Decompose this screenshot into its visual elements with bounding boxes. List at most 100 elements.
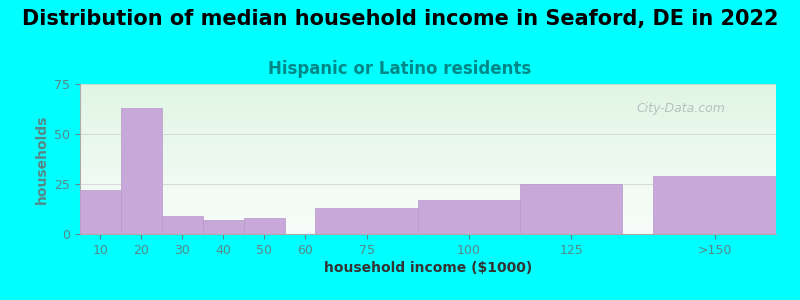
Bar: [80, 135, 776, 136]
Bar: [80, 219, 776, 220]
Bar: [80, 171, 776, 172]
Bar: [80, 213, 776, 214]
Bar: [80, 178, 776, 180]
Bar: [80, 140, 776, 141]
Bar: [80, 195, 776, 196]
Bar: [80, 144, 776, 146]
Bar: [80, 168, 776, 170]
Bar: [80, 117, 776, 118]
Bar: [80, 142, 776, 144]
Bar: [80, 231, 776, 232]
Bar: [80, 108, 776, 110]
Bar: [80, 126, 776, 128]
Bar: [80, 134, 776, 135]
Bar: [80, 103, 776, 105]
Bar: [80, 224, 776, 225]
Bar: [80, 169, 776, 171]
Bar: [520, 184, 622, 234]
Bar: [80, 141, 776, 142]
Bar: [80, 152, 776, 153]
Bar: [80, 218, 776, 219]
Bar: [80, 90, 776, 92]
Bar: [80, 180, 776, 182]
Bar: [80, 84, 776, 86]
Bar: [80, 183, 776, 184]
Bar: [80, 177, 776, 178]
Bar: [80, 159, 776, 160]
Bar: [162, 216, 203, 234]
Bar: [80, 165, 776, 166]
Bar: [80, 160, 776, 162]
Bar: [418, 200, 520, 234]
Bar: [80, 147, 776, 148]
Bar: [80, 222, 776, 224]
Bar: [80, 114, 776, 116]
Bar: [80, 87, 776, 88]
Bar: [80, 156, 776, 158]
Bar: [80, 210, 776, 212]
Bar: [80, 93, 776, 94]
Bar: [80, 225, 776, 226]
Bar: [80, 88, 776, 90]
Bar: [80, 102, 776, 104]
Bar: [80, 201, 776, 202]
Bar: [80, 202, 776, 204]
Text: City-Data.com: City-Data.com: [637, 102, 726, 115]
Bar: [80, 184, 776, 186]
Bar: [80, 129, 776, 130]
Bar: [315, 208, 418, 234]
Bar: [80, 94, 776, 96]
Bar: [80, 96, 776, 98]
Text: Hispanic or Latino residents: Hispanic or Latino residents: [268, 60, 532, 78]
Bar: [80, 92, 776, 93]
Bar: [80, 188, 776, 189]
Bar: [80, 182, 776, 183]
Bar: [80, 132, 776, 134]
Bar: [80, 192, 776, 194]
Bar: [80, 214, 776, 216]
Bar: [80, 136, 776, 138]
Text: Distribution of median household income in Seaford, DE in 2022: Distribution of median household income …: [22, 9, 778, 29]
Y-axis label: households: households: [34, 114, 49, 204]
Bar: [80, 148, 776, 150]
Bar: [80, 190, 776, 192]
Bar: [80, 172, 776, 174]
Bar: [80, 230, 776, 231]
Bar: [80, 100, 776, 102]
Bar: [80, 208, 776, 210]
Bar: [80, 198, 776, 200]
Bar: [80, 120, 776, 122]
Bar: [80, 118, 776, 120]
Bar: [80, 162, 776, 164]
Bar: [80, 105, 776, 106]
Bar: [80, 220, 776, 222]
Bar: [80, 138, 776, 140]
Bar: [80, 194, 776, 195]
Bar: [80, 154, 776, 156]
Bar: [80, 204, 776, 206]
Bar: [80, 207, 776, 208]
Bar: [80, 116, 776, 117]
Bar: [80, 158, 776, 159]
Bar: [80, 186, 776, 188]
Bar: [80, 232, 776, 234]
Bar: [80, 189, 776, 190]
Bar: [80, 206, 776, 207]
Bar: [80, 130, 776, 132]
Bar: [80, 128, 776, 129]
Bar: [80, 226, 776, 228]
X-axis label: household income ($1000): household income ($1000): [324, 261, 532, 275]
Bar: [80, 200, 776, 201]
Bar: [80, 112, 776, 114]
Bar: [121, 108, 162, 234]
Bar: [80, 216, 776, 218]
Bar: [80, 85, 776, 87]
Bar: [80, 196, 776, 198]
Bar: [653, 176, 776, 234]
Bar: [244, 218, 285, 234]
Bar: [80, 106, 776, 108]
Bar: [80, 167, 776, 168]
Bar: [203, 220, 244, 234]
Bar: [80, 150, 776, 152]
Bar: [80, 164, 776, 165]
